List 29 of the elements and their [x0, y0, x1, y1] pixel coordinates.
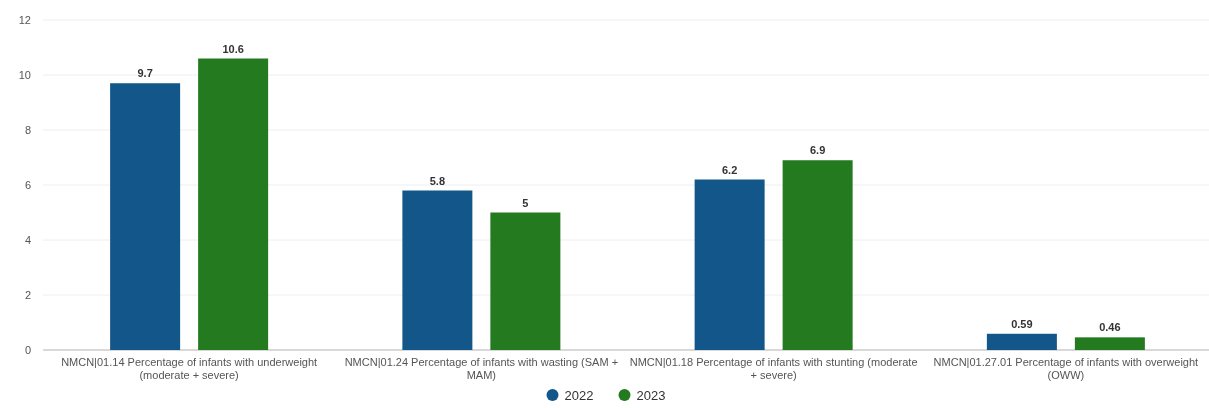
x-tick-label: NMCN|01.14 Percentage of infants with underweight (moderate + severe) — [61, 356, 318, 381]
y-tick-label: 10 — [18, 69, 31, 81]
x-tick-label: NMCN|01.24 Percentage of infants with wasting (SAM + MAM) — [344, 356, 619, 381]
data-label: 0.59 — [1011, 317, 1033, 330]
bar — [782, 160, 853, 350]
bar — [986, 333, 1057, 350]
legend-label: 2022 — [564, 388, 594, 403]
legend-label: 2023 — [636, 388, 666, 403]
x-tick-label: NMCN|01.27.01 Percentage of infants with overweight (OWW) — [933, 356, 1199, 381]
data-label: 5.8 — [429, 174, 446, 187]
y-tick-label: 4 — [24, 234, 31, 246]
bar — [402, 190, 473, 350]
y-tick-label: 2 — [24, 289, 31, 301]
data-label: 9.7 — [137, 67, 153, 80]
data-label: 6.2 — [721, 163, 738, 176]
bar — [694, 179, 765, 350]
y-tick-label: 12 — [18, 14, 31, 26]
data-label: 0.46 — [1099, 321, 1121, 334]
data-label: 10.6 — [222, 42, 244, 55]
y-tick-label: 6 — [24, 179, 31, 191]
data-label: 6.9 — [809, 144, 826, 157]
bar — [1074, 337, 1145, 350]
y-tick-label: 8 — [24, 124, 31, 136]
y-tick-label: 0 — [24, 344, 31, 356]
bar — [110, 83, 181, 350]
bar — [490, 212, 561, 350]
x-tick-label: NMCN|01.18 Percentage of infants with stunting (moderate + severe) — [629, 356, 918, 381]
bar — [198, 58, 269, 350]
data-label: 5 — [522, 196, 529, 209]
